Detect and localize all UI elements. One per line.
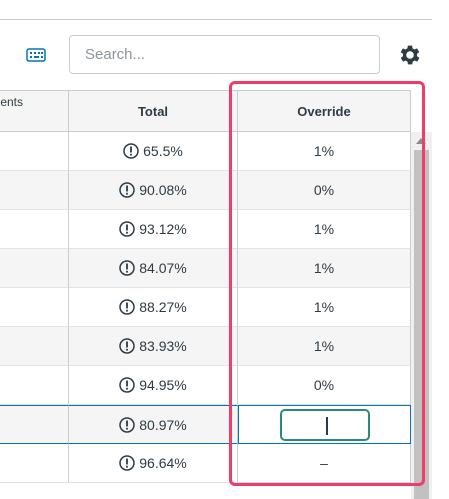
override-value: 1% <box>313 221 335 237</box>
total-value: 88.27% <box>139 299 187 315</box>
assignment-cell[interactable] <box>0 288 69 327</box>
gradebook-grid: ents Total Override 65.5% 1% 90.08% 0% 93.12… <box>0 90 432 499</box>
warning-icon <box>119 338 135 354</box>
assignment-cell[interactable] <box>0 249 69 288</box>
override-value: 1% <box>313 299 335 315</box>
total-value: 65.5% <box>143 143 183 159</box>
override-input[interactable] <box>279 408 370 441</box>
total-value: 94.95% <box>139 377 187 393</box>
warning-icon <box>119 260 135 276</box>
total-value: 93.12% <box>139 221 187 237</box>
vertical-scrollbar[interactable] <box>411 132 432 499</box>
table-row: 96.64% – <box>0 444 411 483</box>
total-cell[interactable]: 83.93% <box>69 327 238 366</box>
total-cell[interactable]: 90.08% <box>69 171 238 210</box>
table-row: 80.97% <box>0 405 411 444</box>
override-value: 0% <box>313 182 335 198</box>
gear-icon[interactable] <box>397 42 423 68</box>
total-cell[interactable]: 96.64% <box>69 444 238 483</box>
total-cell[interactable]: 84.07% <box>69 249 238 288</box>
scroll-thumb[interactable] <box>414 150 429 499</box>
assignment-cell[interactable] <box>0 366 69 405</box>
warning-icon <box>123 143 139 159</box>
assignment-cell[interactable] <box>0 210 69 249</box>
override-cell[interactable]: 1% <box>238 288 411 327</box>
assignment-cell[interactable] <box>0 327 69 366</box>
column-header-total[interactable]: Total <box>69 90 238 132</box>
override-value: 1% <box>313 260 335 276</box>
total-value: 90.08% <box>139 182 187 198</box>
column-header-assignments[interactable]: ents <box>0 90 69 132</box>
column-header-override[interactable]: Override <box>238 90 411 132</box>
override-cell[interactable]: 1% <box>238 132 411 171</box>
warning-icon <box>119 377 135 393</box>
override-cell[interactable]: – <box>238 444 411 483</box>
override-cell[interactable]: 1% <box>238 327 411 366</box>
assignment-cell[interactable] <box>0 132 69 171</box>
assignment-cell[interactable] <box>0 171 69 210</box>
total-value: 83.93% <box>139 338 187 354</box>
table-row: 65.5% 1% <box>0 132 411 171</box>
override-cell[interactable]: 0% <box>238 171 411 210</box>
total-value: 80.97% <box>139 416 187 433</box>
override-value: 0% <box>313 377 335 393</box>
table-row: 88.27% 1% <box>0 288 411 327</box>
total-cell[interactable]: 65.5% <box>69 132 238 171</box>
table-row: 90.08% 0% <box>0 171 411 210</box>
override-value: 1% <box>313 143 335 159</box>
top-divider <box>0 19 432 20</box>
override-value: 1% <box>313 338 335 354</box>
warning-icon <box>119 182 135 198</box>
override-cell[interactable]: 1% <box>238 210 411 249</box>
total-cell[interactable]: 93.12% <box>69 210 238 249</box>
total-cell[interactable]: 94.95% <box>69 366 238 405</box>
table-row: 83.93% 1% <box>0 327 411 366</box>
table-row: 94.95% 0% <box>0 366 411 405</box>
total-value: 84.07% <box>139 260 187 276</box>
override-cell[interactable]: 0% <box>238 366 411 405</box>
assignment-cell[interactable] <box>0 405 69 444</box>
search-input[interactable] <box>69 35 380 74</box>
keyboard-icon[interactable] <box>26 47 46 63</box>
table-row: 93.12% 1% <box>0 210 411 249</box>
scroll-up-arrow-icon[interactable] <box>416 138 426 144</box>
warning-icon <box>119 299 135 315</box>
override-cell[interactable]: 1% <box>238 249 411 288</box>
warning-icon <box>119 221 135 237</box>
total-cell[interactable]: 80.97% <box>69 405 238 444</box>
total-value: 96.64% <box>139 455 187 471</box>
text-caret <box>325 416 328 435</box>
warning-icon <box>119 416 135 433</box>
override-cell[interactable] <box>238 405 411 444</box>
total-cell[interactable]: 88.27% <box>69 288 238 327</box>
override-value: – <box>320 455 328 471</box>
warning-icon <box>119 455 135 471</box>
table-row: 84.07% 1% <box>0 249 411 288</box>
assignment-cell[interactable] <box>0 444 69 483</box>
